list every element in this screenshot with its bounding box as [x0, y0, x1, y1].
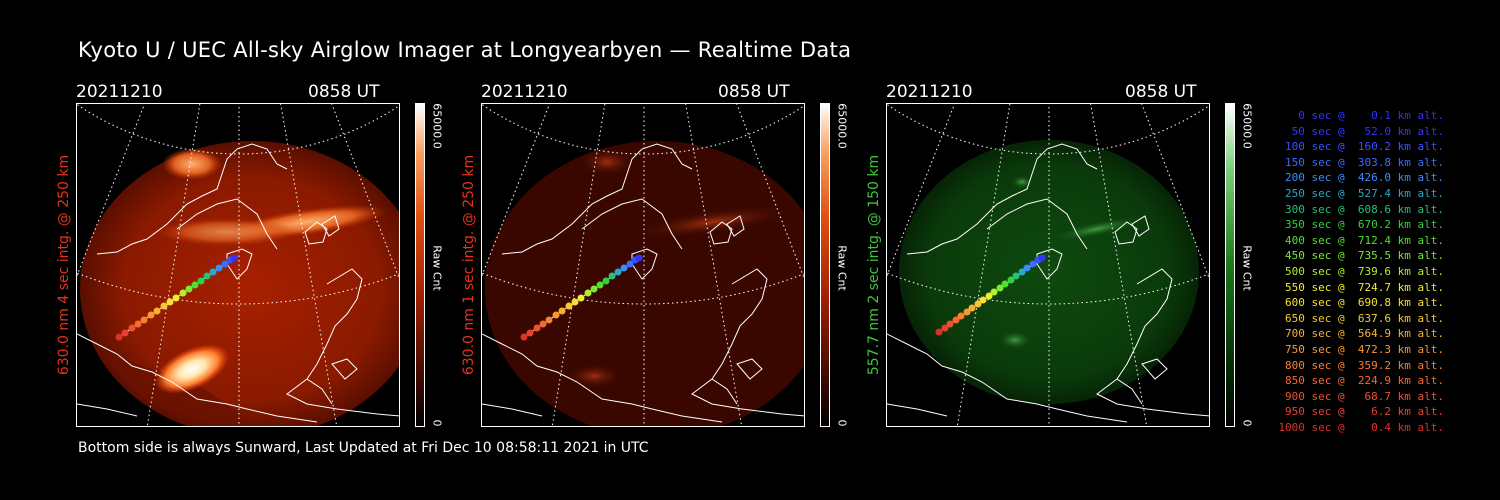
panel-date: 20211210: [76, 82, 163, 102]
airglow-disk: [485, 141, 804, 426]
colorbar-unit-label: Raw Cnt: [835, 245, 849, 291]
colorbar-max-label: 65000.0: [1240, 103, 1254, 149]
colorbar-max-label: 65000.0: [430, 103, 444, 149]
legend-row: 0 sec @ 0.1 km alt.: [1278, 109, 1444, 122]
colorbar: [415, 103, 425, 427]
colorbar-min-label: 0: [835, 419, 849, 427]
panel-time: 0858 UT: [1125, 82, 1197, 102]
allsky-map-svg: [887, 104, 1209, 426]
legend-row: 200 sec @ 426.0 km alt.: [1278, 171, 1444, 185]
legend-row: 650 sec @ 637.6 km alt.: [1278, 311, 1444, 325]
latlon-grid: [887, 104, 1209, 426]
legend-row: 400 sec @ 712.4 km alt.: [1278, 233, 1444, 247]
auroral-band: [1048, 215, 1146, 243]
coastlines: [482, 143, 804, 423]
panel-side-label: 557.7 nm 2 sec intg. @ 150 km: [866, 154, 882, 376]
allsky-map-svg: [77, 104, 399, 426]
latlon-grid: [482, 104, 804, 426]
legend-row: 50 sec @ 52.0 km alt.: [1278, 124, 1444, 138]
legend-row: 700 sec @ 564.9 km alt.: [1278, 327, 1444, 341]
legend-row: 850 sec @ 224.9 km alt.: [1278, 374, 1444, 388]
colorbar-unit-label: Raw Cnt: [1240, 245, 1254, 291]
colorbar-min-label: 0: [430, 419, 444, 427]
legend-row: 250 sec @ 527.4 km alt.: [1278, 186, 1444, 200]
legend-row: 300 sec @ 608.6 km alt.: [1278, 202, 1444, 216]
panel-date: 20211210: [481, 82, 568, 102]
bright-emission: [566, 364, 622, 388]
legend-row: 100 sec @ 160.2 km alt.: [1278, 140, 1444, 154]
colorbar-unit-label: Raw Cnt: [430, 245, 444, 291]
satellite-track: [520, 254, 643, 341]
legend-row: 500 sec @ 739.6 km alt.: [1278, 264, 1444, 278]
legend-row: 950 sec @ 6.2 km alt.: [1278, 405, 1444, 419]
airglow-disk: [899, 140, 1199, 404]
panel-time: 0858 UT: [308, 82, 380, 102]
legend-row: 150 sec @ 303.8 km alt.: [1278, 155, 1444, 169]
colorbar-min-label: 0: [1240, 419, 1254, 427]
panel-side-label: 630.0 nm 1 sec intg. @ 250 km: [461, 154, 477, 376]
page-title: Kyoto U / UEC All-sky Airglow Imager at …: [78, 38, 852, 62]
panel-side-label: 630.0 nm 4 sec intg. @ 250 km: [56, 154, 72, 376]
footer-note: Bottom side is always Sunward, Last Upda…: [78, 440, 649, 456]
panel-time: 0858 UT: [718, 82, 790, 102]
allsky-image-630nm-4s: [76, 103, 400, 427]
legend-row: 600 sec @ 690.8 km alt.: [1278, 296, 1444, 310]
allsky-image-557nm-2s: [886, 103, 1210, 427]
colorbar: [1225, 103, 1235, 427]
auroral-band: [157, 218, 297, 246]
legend-row: 750 sec @ 472.3 km alt.: [1278, 342, 1444, 356]
panel-date: 20211210: [886, 82, 973, 102]
auroral-band: [1010, 175, 1034, 189]
auroral-band: [579, 148, 635, 176]
bright-emission: [154, 344, 230, 394]
coastlines: [887, 143, 1209, 423]
auroral-band: [162, 148, 222, 180]
colorbar-max-label: 65000.0: [835, 103, 849, 149]
legend-row: 550 sec @ 724.7 km alt.: [1278, 280, 1444, 294]
satellite-track: [935, 254, 1046, 336]
coastlines: [77, 143, 399, 423]
allsky-map-svg: [482, 104, 804, 426]
legend-row: 900 sec @ 68.7 km alt.: [1278, 389, 1444, 403]
bright-emission: [997, 330, 1033, 350]
legend-row: 800 sec @ 359.2 km alt.: [1278, 358, 1444, 372]
colorbar: [820, 103, 830, 427]
legend-row: 450 sec @ 735.5 km alt.: [1278, 249, 1444, 263]
latlon-grid: [77, 104, 399, 426]
legend-row: 1000 sec @ 0.4 km alt.: [1278, 420, 1444, 434]
auroral-band: [632, 205, 792, 239]
allsky-image-630nm-1s: [481, 103, 805, 427]
trajectory-legend: 0 sec @ 0.1 km alt. 50 sec @ 52.0 km alt…: [1262, 108, 1444, 435]
legend-row: 350 sec @ 670.2 km alt.: [1278, 218, 1444, 232]
satellite-track: [115, 254, 238, 341]
